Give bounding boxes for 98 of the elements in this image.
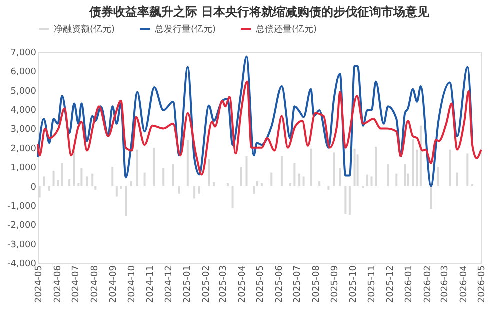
bar (144, 172, 146, 186)
line-series (37, 56, 474, 188)
x-tick-label: 2026-05 (478, 266, 488, 304)
chart-title: 债券收益率飙升之际 日本央行将就缩减购债的步伐征询市场意见 (88, 5, 431, 19)
bar (246, 156, 248, 186)
bar (232, 186, 234, 208)
bar (162, 168, 165, 186)
bar (73, 148, 76, 186)
legend-label: 总发行量(亿元) (154, 24, 216, 35)
x-tick-label: 2024-08 (90, 265, 100, 304)
bar (270, 172, 273, 186)
legend-label: 总偿还量(亿元) (255, 24, 318, 35)
y-tick-label: 2,000 (10, 144, 37, 154)
bar (86, 176, 88, 186)
y-tick-label: 4,000 (10, 106, 37, 116)
bar (94, 186, 97, 190)
bar (253, 186, 256, 194)
bar (43, 176, 46, 186)
y-tick-label: -4,000 (7, 260, 37, 270)
x-tick-label: 2025-12 (386, 266, 396, 304)
x-tick-label: 2025-03 (218, 266, 229, 304)
bar (68, 180, 71, 186)
x-tick-label: 2025-05 (256, 266, 266, 304)
bar (294, 163, 296, 186)
bar (80, 168, 83, 186)
x-tick-label: 2025-09 (330, 265, 341, 304)
bar (404, 164, 406, 186)
bar (280, 156, 283, 186)
bar (354, 148, 356, 186)
x-tick-label: 2024-11 (146, 266, 156, 304)
x-tick-label: 2025-07 (293, 266, 304, 304)
bar (130, 181, 132, 186)
bar (208, 159, 210, 186)
bar (116, 186, 118, 197)
bar (136, 150, 139, 186)
y-tick-label: 1,000 (10, 164, 37, 174)
x-tick-label: 2026-04 (459, 265, 470, 304)
bar (52, 170, 55, 186)
bar (438, 167, 440, 186)
bar (154, 148, 156, 186)
bar (256, 181, 258, 186)
bar (430, 186, 432, 210)
bar (194, 186, 196, 199)
bar (302, 176, 305, 186)
x-tick-label: 2025-10 (348, 265, 359, 304)
legend-label: 净融资额(亿元) (54, 24, 116, 35)
x-tick-label: 2025-08 (312, 265, 322, 304)
bar (212, 182, 215, 186)
x-tick-label: 2025-06 (274, 265, 285, 304)
bar (240, 167, 242, 186)
x-tick-label: 2024-06 (53, 265, 64, 304)
bar (124, 186, 127, 216)
bar (289, 183, 292, 186)
x-tick-label: 2026-03 (440, 266, 450, 304)
x-tick-label: 2024-12 (164, 266, 174, 304)
bar (344, 186, 347, 214)
bar (260, 183, 263, 186)
bar (198, 186, 200, 194)
bar (387, 164, 390, 186)
x-tick-label: 2025-11 (368, 266, 378, 304)
y-tick-label: -3,000 (7, 240, 37, 250)
bar (318, 181, 321, 186)
bar (178, 186, 180, 194)
bar (396, 174, 398, 186)
bar (449, 150, 452, 186)
bar (186, 140, 189, 186)
x-tick-label: 2024-10 (127, 265, 138, 304)
y-tick-label: -2,000 (7, 221, 37, 232)
bar (339, 168, 342, 186)
bar (375, 146, 378, 186)
x-tick-label: 2026-01 (404, 266, 415, 304)
line-series (37, 80, 482, 176)
bar (456, 172, 458, 186)
bar (112, 167, 114, 186)
x-tick-label: 2026-02 (423, 266, 434, 304)
y-tick-label: 6,000 (10, 68, 37, 78)
y-tick-label: 7,000 (10, 48, 37, 58)
y-tick-label: 3,000 (10, 125, 37, 136)
bar (370, 176, 373, 186)
y-tick-label: 0 (30, 182, 37, 193)
bar (466, 154, 469, 186)
bar (92, 174, 94, 186)
bar (172, 164, 174, 186)
x-tick-label: 2024-07 (72, 266, 82, 304)
y-tick-label: -1,000 (7, 202, 37, 212)
x-tick-label: 2024-09 (109, 265, 120, 304)
y-tick-label: 5,000 (10, 86, 37, 97)
bar (48, 186, 51, 192)
x-tick-label: 2025-04 (238, 265, 248, 304)
bar (328, 186, 330, 190)
bar (333, 152, 336, 186)
x-tick-label: 2025-02 (202, 266, 212, 304)
bar (61, 163, 64, 186)
bar (420, 126, 422, 186)
bar (226, 183, 229, 186)
x-tick-label: 2025-01 (183, 266, 194, 304)
bar (310, 148, 312, 186)
x-tick-label: 2024-05 (34, 266, 44, 304)
